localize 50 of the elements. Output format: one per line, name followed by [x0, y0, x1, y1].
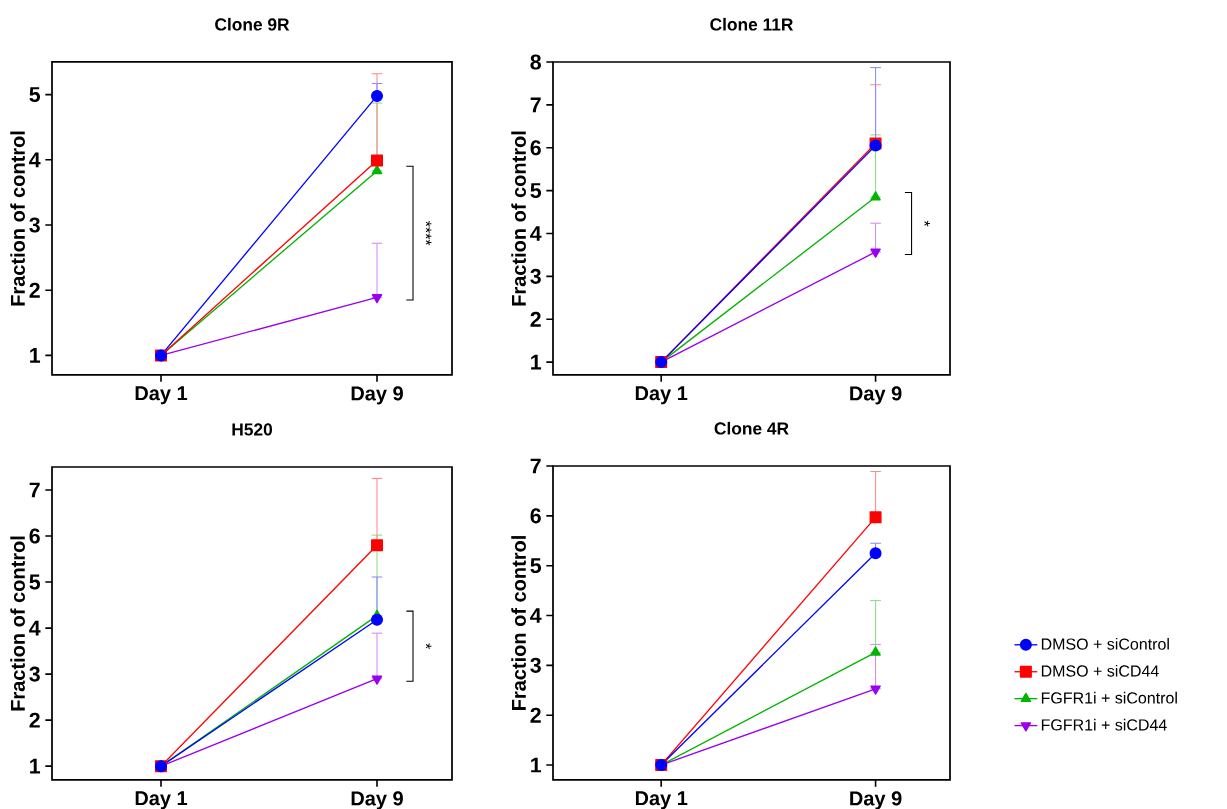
y-tick-label: 4	[530, 226, 542, 241]
x-tick-label: Day 1	[135, 791, 188, 809]
y-axis-title: Fraction of control	[511, 131, 526, 306]
y-tick-label: 5	[530, 558, 542, 574]
y-tick-label: 6	[530, 508, 541, 524]
legend-label: DMSO + siControl	[1041, 638, 1169, 650]
x-tick-label: Day 9	[351, 791, 403, 809]
y-tick-label: 6	[29, 528, 40, 544]
y-tick-label: 8	[530, 54, 541, 70]
y-tick-label: 4	[29, 620, 41, 636]
chart-title: Clone 9R	[215, 17, 290, 31]
x-tick-label: Day 9	[850, 386, 902, 405]
y-tick-label: 1	[531, 354, 542, 370]
y-tick-label: 1	[30, 348, 41, 363]
y-axis-title: Fraction of control	[10, 131, 25, 306]
y-tick-label: 3	[29, 217, 40, 233]
y-tick-label: 7	[29, 482, 40, 498]
legend-label: FGFR1i + siControl	[1041, 691, 1177, 704]
y-tick-label: 6	[530, 140, 541, 156]
chart-title: Clone 11R	[710, 17, 794, 31]
y-axis-title: Fraction of control	[10, 536, 25, 711]
y-tick-label: 2	[29, 282, 40, 298]
legend-label: DMSO + siCD44	[1041, 664, 1159, 677]
y-tick-label: 7	[530, 97, 541, 113]
y-tick-label: 5	[29, 87, 41, 103]
y-tick-label: 4	[530, 608, 542, 623]
y-tick-label: 7	[530, 458, 541, 474]
annotation: *	[924, 220, 930, 227]
chart-title: Clone 4R	[714, 421, 789, 435]
y-tick-label: 3	[29, 666, 40, 682]
y-tick-label: 3	[530, 268, 541, 284]
y-tick-label: 2	[530, 707, 541, 723]
y-tick-label: 3	[530, 657, 541, 673]
y-tick-label: 1	[531, 757, 542, 773]
y-tick-label: 5	[530, 183, 542, 199]
y-tick-label: 1	[30, 758, 41, 774]
y-tick-label: 5	[29, 574, 41, 590]
legend-label: FGFR1i + siCD44	[1041, 718, 1167, 731]
x-tick-label: Day 1	[635, 386, 688, 405]
x-tick-label: Day 1	[135, 386, 188, 405]
chart-title: H520	[232, 423, 273, 436]
annotation: ****	[425, 220, 432, 246]
annotation: *	[425, 643, 432, 650]
y-axis-title: Fraction of control	[511, 536, 526, 710]
y-tick-label: 4	[29, 152, 41, 168]
x-tick-label: Day 9	[850, 791, 902, 809]
x-tick-label: Day 1	[635, 791, 688, 809]
y-tick-label: 2	[530, 311, 541, 327]
x-tick-label: Day 9	[351, 386, 403, 405]
y-tick-label: 2	[29, 712, 40, 728]
